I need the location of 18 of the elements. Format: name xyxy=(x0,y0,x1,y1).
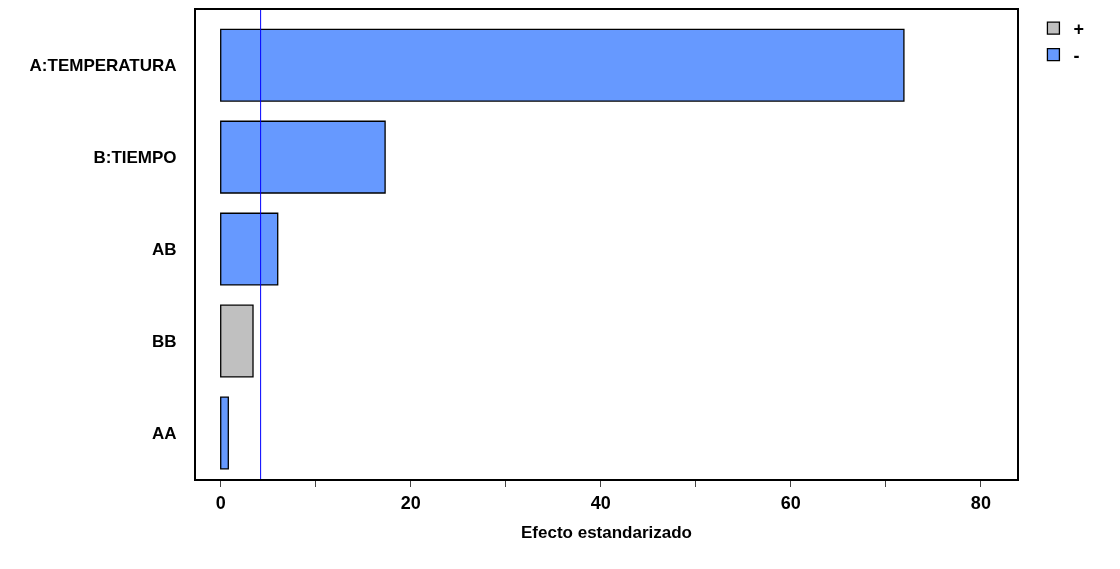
y-tick-label: A:TEMPERATURA xyxy=(29,56,177,76)
x-tick-label: 40 xyxy=(590,492,611,513)
bar xyxy=(220,304,254,378)
x-tick-label: 80 xyxy=(970,492,991,513)
y-tick-label: BB xyxy=(152,332,177,352)
bar xyxy=(220,28,905,102)
legend-label: - xyxy=(1073,45,1080,66)
y-tick-label: AA xyxy=(152,423,177,443)
bar xyxy=(220,212,279,286)
y-tick-label: AB xyxy=(152,240,177,260)
x-tick-label: 20 xyxy=(400,492,421,513)
bar xyxy=(220,120,386,194)
bar xyxy=(220,396,229,470)
x-tick-label: 60 xyxy=(780,492,801,513)
x-axis-title: Efecto estandarizado xyxy=(521,523,692,543)
y-tick-label: B:TIEMPO xyxy=(93,148,177,168)
legend-label: + xyxy=(1073,19,1084,40)
x-tick-label: 0 xyxy=(215,492,226,513)
